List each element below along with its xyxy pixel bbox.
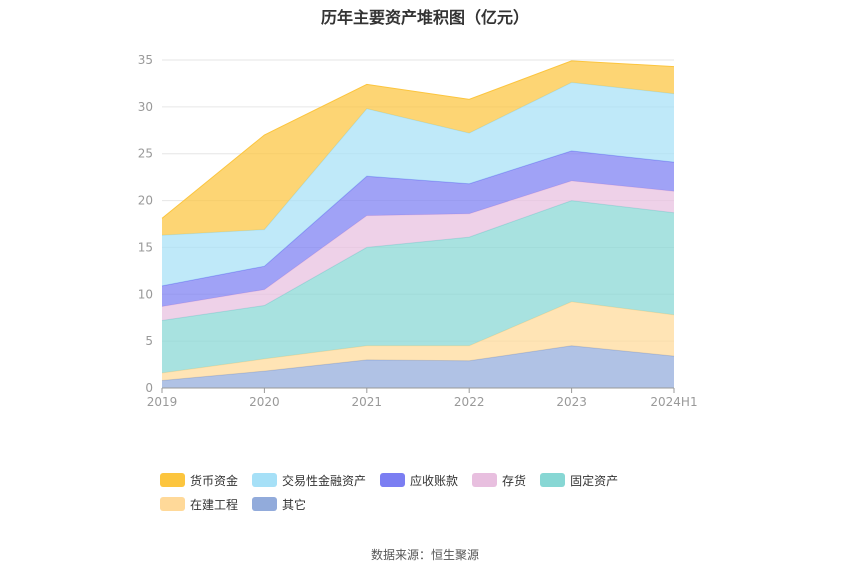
y-tick-label: 30 xyxy=(138,100,153,114)
y-tick-label: 20 xyxy=(138,194,153,208)
legend-item[interactable]: 其它 xyxy=(252,496,306,512)
legend-swatch xyxy=(540,473,566,487)
area-series xyxy=(162,345,674,388)
x-tick-label: 2022 xyxy=(454,395,485,409)
x-tick-label: 2020 xyxy=(249,395,280,409)
legend-item[interactable]: 应收账款 xyxy=(380,472,458,488)
legend-item[interactable]: 存货 xyxy=(472,472,526,488)
legend-label: 交易性金融资产 xyxy=(282,473,367,488)
area-series xyxy=(162,301,674,381)
x-tick-label: 2024H1 xyxy=(650,395,697,409)
legend-label: 其它 xyxy=(282,497,307,512)
chart-title: 历年主要资产堆积图（亿元） xyxy=(320,8,529,27)
x-tick-label: 2023 xyxy=(556,395,587,409)
data-source-note: 数据来源：恒生聚源 xyxy=(370,548,479,562)
legend-swatch xyxy=(472,473,498,487)
legend-item[interactable]: 交易性金融资产 xyxy=(252,472,366,488)
legend-label: 存货 xyxy=(502,473,527,488)
chart-legend: 货币资金 交易性金融资产 应收账款 存货 固定资产在建工程 其它 xyxy=(160,472,720,520)
legend-label: 固定资产 xyxy=(570,473,619,488)
area-series xyxy=(162,60,674,236)
legend-swatch xyxy=(380,473,406,487)
x-tick-label: 2019 xyxy=(147,395,178,409)
area-series xyxy=(162,82,674,286)
y-tick-label: 0 xyxy=(145,381,153,395)
area-series xyxy=(162,180,674,321)
legend-swatch xyxy=(160,473,185,487)
y-tick-label: 15 xyxy=(138,240,153,254)
area-series xyxy=(162,150,674,307)
legend-swatch xyxy=(160,497,185,511)
y-tick-label: 10 xyxy=(138,287,153,301)
legend-item[interactable]: 在建工程 xyxy=(160,496,238,512)
legend-label: 应收账款 xyxy=(410,473,459,488)
area-series xyxy=(162,200,674,373)
stacked-area-chart: 0 5 10 15 20 25 30 35 2019 2020 2021 2022 2023 2024H1 xyxy=(138,53,698,409)
legend-swatch xyxy=(252,473,278,487)
y-tick-label: 5 xyxy=(145,334,153,348)
y-tick-label: 25 xyxy=(138,147,153,161)
legend-item[interactable]: 固定资产 xyxy=(540,472,618,488)
legend-swatch xyxy=(252,497,278,511)
legend-label: 在建工程 xyxy=(190,497,239,512)
x-tick-label: 2021 xyxy=(352,395,383,409)
y-tick-label: 35 xyxy=(138,53,153,67)
legend-item[interactable]: 货币资金 xyxy=(160,472,238,488)
legend-label: 货币资金 xyxy=(190,473,239,488)
series-line xyxy=(161,60,675,219)
